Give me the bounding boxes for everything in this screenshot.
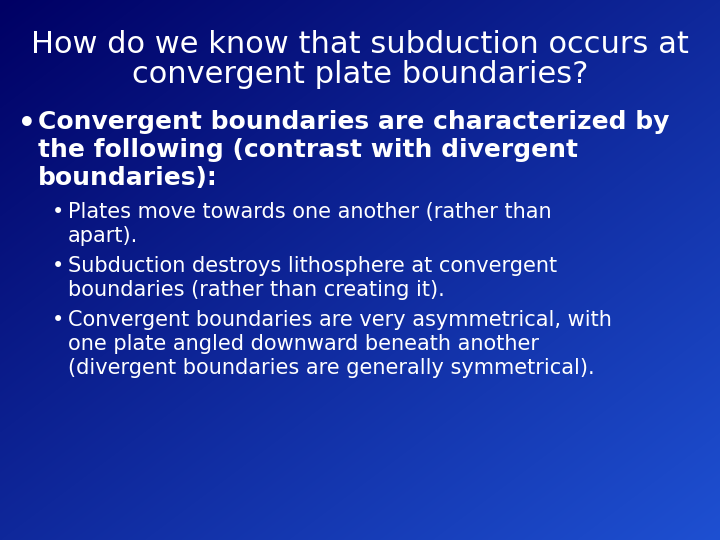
Text: How do we know that subduction occurs at: How do we know that subduction occurs at — [31, 30, 689, 59]
Text: Plates move towards one another (rather than: Plates move towards one another (rather … — [68, 202, 552, 222]
Text: •: • — [52, 310, 64, 330]
Text: Subduction destroys lithosphere at convergent: Subduction destroys lithosphere at conve… — [68, 256, 557, 276]
Text: boundaries):: boundaries): — [38, 166, 217, 190]
Text: one plate angled downward beneath another: one plate angled downward beneath anothe… — [68, 334, 539, 354]
Text: the following (contrast with divergent: the following (contrast with divergent — [38, 138, 578, 162]
Text: apart).: apart). — [68, 226, 138, 246]
Text: (divergent boundaries are generally symmetrical).: (divergent boundaries are generally symm… — [68, 357, 595, 377]
Text: boundaries (rather than creating it).: boundaries (rather than creating it). — [68, 280, 445, 300]
Text: •: • — [52, 256, 64, 276]
Text: Convergent boundaries are very asymmetrical, with: Convergent boundaries are very asymmetri… — [68, 310, 612, 330]
Text: •: • — [18, 110, 36, 138]
Text: Convergent boundaries are characterized by: Convergent boundaries are characterized … — [38, 110, 670, 134]
Text: •: • — [52, 202, 64, 222]
Text: convergent plate boundaries?: convergent plate boundaries? — [132, 60, 588, 89]
